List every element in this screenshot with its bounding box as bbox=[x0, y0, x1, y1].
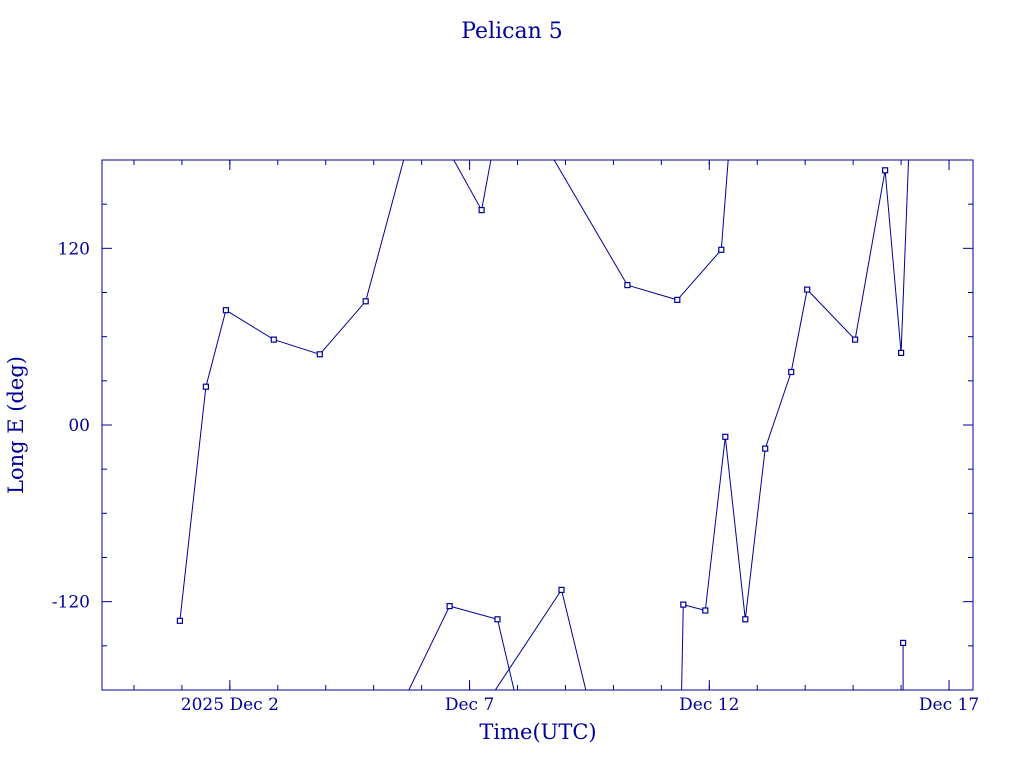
data-point bbox=[624, 282, 631, 289]
data-point bbox=[804, 286, 811, 293]
data-point bbox=[674, 296, 681, 303]
data-point bbox=[742, 616, 749, 623]
series-line bbox=[453, 160, 492, 212]
data-point bbox=[897, 349, 905, 356]
y-tick-labels: 120 00 -120 bbox=[52, 239, 90, 612]
data-point bbox=[202, 383, 209, 390]
data-point bbox=[762, 445, 769, 452]
x-tick-label: Dec 12 bbox=[679, 695, 739, 715]
y-axis-label: Long E (deg) bbox=[4, 356, 28, 494]
data-point bbox=[222, 307, 229, 314]
data-point bbox=[718, 246, 725, 253]
data-point bbox=[494, 616, 501, 623]
data-point bbox=[270, 336, 277, 343]
data-series bbox=[176, 160, 910, 690]
chart-title: Pelican 5 bbox=[461, 19, 563, 44]
y-tick-label: -120 bbox=[52, 593, 90, 613]
series-line bbox=[553, 160, 729, 301]
data-point bbox=[722, 433, 729, 440]
axis-ticks bbox=[102, 159, 973, 691]
plot-frame bbox=[101, 159, 974, 691]
data-point bbox=[558, 586, 565, 594]
y-tick-label: 00 bbox=[68, 416, 90, 436]
series-line bbox=[408, 605, 515, 690]
series-line bbox=[494, 588, 587, 690]
series-line bbox=[179, 160, 405, 621]
data-point bbox=[899, 639, 907, 647]
data-point bbox=[362, 298, 369, 305]
x-tick-label: Dec 17 bbox=[919, 695, 979, 715]
data-point bbox=[702, 607, 709, 614]
x-tick-labels: 2025 Dec 2 Dec 7 Dec 12 Dec 17 bbox=[181, 695, 979, 715]
data-point bbox=[881, 167, 889, 174]
data-point bbox=[446, 602, 453, 610]
x-tick-label: 2025 Dec 2 bbox=[181, 695, 279, 715]
data-point bbox=[176, 617, 183, 624]
data-point bbox=[788, 368, 795, 376]
x-axis-label: Time(UTC) bbox=[479, 720, 596, 744]
y-tick-label: 120 bbox=[58, 239, 90, 259]
data-point bbox=[316, 351, 323, 358]
data-point bbox=[851, 336, 859, 343]
x-tick-label: Dec 7 bbox=[445, 695, 494, 715]
series-line bbox=[681, 160, 910, 690]
data-point bbox=[478, 207, 485, 214]
data-point bbox=[680, 601, 687, 608]
